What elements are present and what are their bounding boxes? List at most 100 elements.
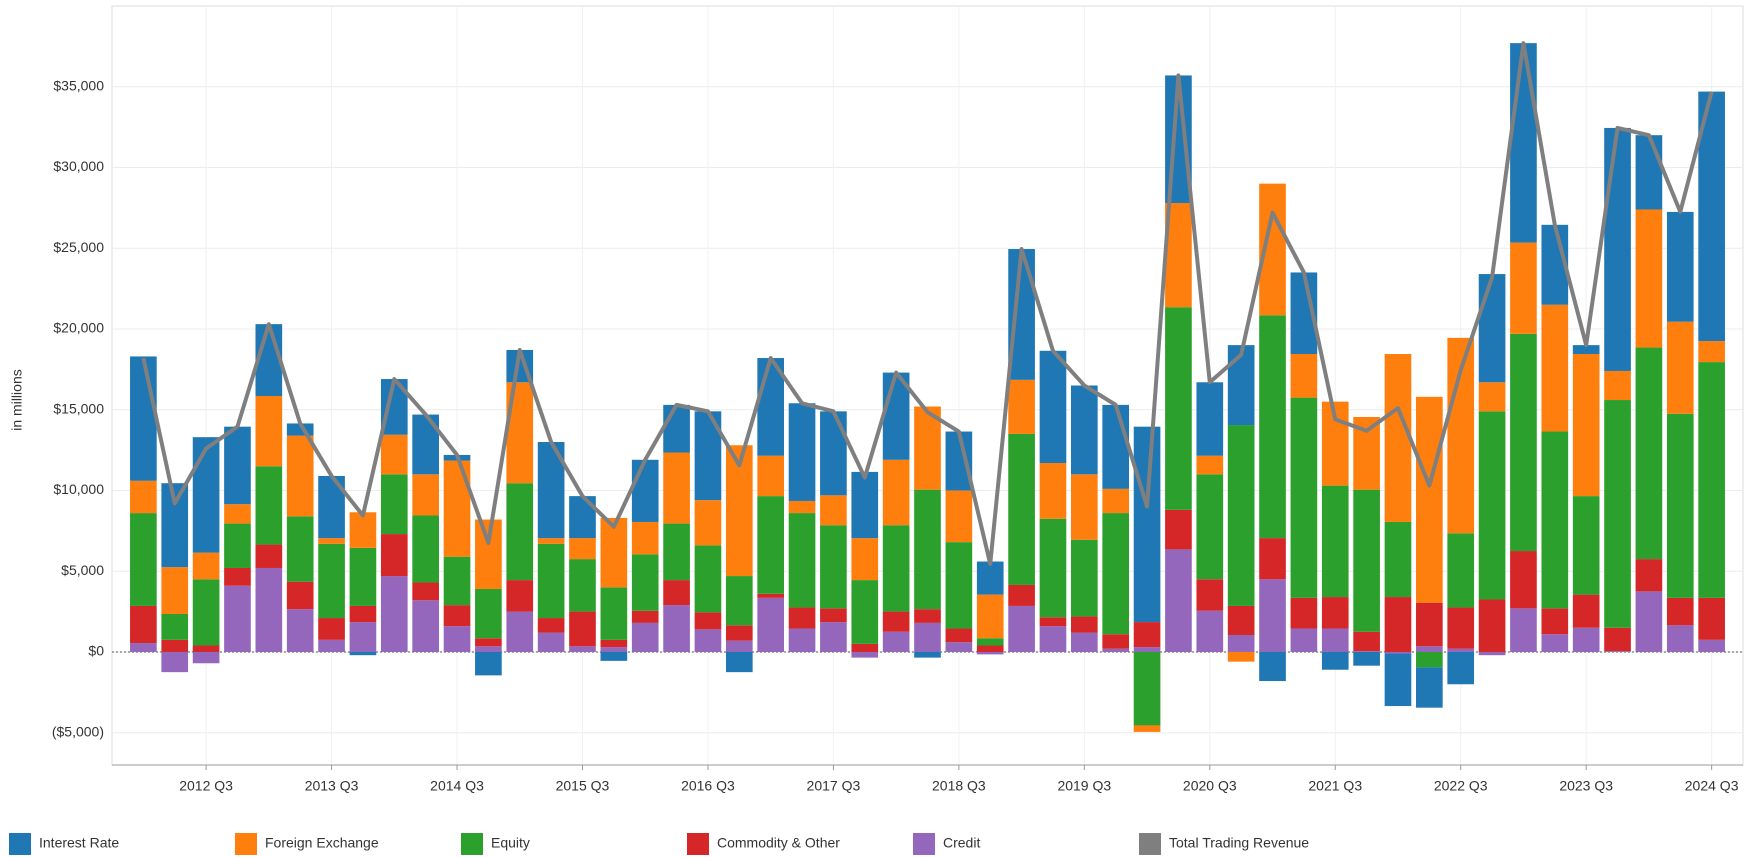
bar-segment [475,651,502,676]
bar-segment [161,651,189,673]
x-tick-label: 2024 Q3 [1685,778,1739,794]
bar-segment [882,631,910,652]
bar-segment [224,426,251,505]
bar-segment [1510,333,1537,552]
bar-segment [1227,635,1255,652]
bar-segment [318,639,345,652]
bar-segment [161,614,189,640]
bar-segment [725,576,753,626]
x-tick-label: 2018 Q3 [932,778,986,794]
bar-segment [1196,474,1224,580]
bar-segment [1102,648,1130,652]
bar-segment [945,542,973,629]
bar-segment [286,516,314,582]
bar-segment [569,646,596,652]
bar-segment [914,651,941,658]
bar-segment [255,544,283,568]
bar-segment [1604,627,1631,652]
bar-segment [820,411,847,496]
legend-label: Foreign Exchange [265,835,379,851]
bar-segment [631,622,659,652]
legend-swatch [1139,833,1161,855]
bar-segment [255,567,283,652]
bar-segment [1102,634,1130,649]
bar-segment [1259,651,1286,682]
x-tick-label: 2020 Q3 [1183,778,1237,794]
x-tick-label: 2015 Q3 [556,778,610,794]
bar-segment [1133,426,1161,623]
bar-segment [255,466,283,545]
bar-segment [130,480,157,514]
y-tick-label: $10,000 [53,481,104,497]
bar-segment [882,611,910,632]
bar-segment [286,609,314,652]
bar-segment [945,490,973,543]
y-tick-label: $35,000 [53,77,104,93]
bar-segment [1666,597,1694,626]
x-tick-label: 2012 Q3 [179,778,233,794]
bar-segment [1321,485,1349,598]
bar-segment [851,538,879,581]
x-tick-label: 2023 Q3 [1559,778,1613,794]
bar-segment [1510,43,1537,243]
bar-segment [1572,594,1600,628]
bar-segment [412,515,439,583]
bar-segment [1196,382,1224,456]
bar-segment [976,638,1004,646]
bar-segment [192,645,220,652]
bar-segment [1478,599,1506,652]
bar-segment [663,523,690,581]
bar-segment [1541,431,1569,609]
bar-segment [663,605,690,652]
bar-segment [475,638,502,647]
bar-segment [1541,634,1569,652]
bar-segment [349,622,377,652]
bar-segment [1133,647,1161,652]
bar-segment [1384,521,1412,598]
bar-segment [914,622,941,652]
y-tick-label: $25,000 [53,239,104,255]
bar-segment [475,519,502,589]
bar-segment [1635,209,1663,348]
bar-segment [945,431,973,491]
bar-segment [1102,513,1130,635]
bar-segment [725,625,753,641]
bar-segment [161,639,189,652]
bar-segment [1227,425,1255,606]
legend-label: Interest Rate [39,835,119,851]
bar-segment [1321,628,1349,652]
bar-segment [1008,605,1035,652]
bar-segment [1416,602,1443,647]
bar-segment [412,600,439,652]
bar-segment [537,538,565,544]
bar-segment [694,629,722,652]
bar-segment [1604,127,1631,371]
bar-segment [1666,625,1694,652]
bar-segment [1604,370,1631,401]
bar-segment [443,605,471,627]
x-tick-label: 2017 Q3 [807,778,861,794]
bar-segment [694,545,722,613]
x-tick-label: 2022 Q3 [1434,778,1488,794]
bar-segment [569,559,596,612]
bar-segment [851,643,879,652]
y-tick-label: $30,000 [53,158,104,174]
bar-segment [1102,404,1130,489]
bar-segment [1227,605,1255,636]
bar-segment [1604,651,1631,652]
legend-label: Total Trading Revenue [1169,835,1309,851]
bar-segment [1133,651,1161,726]
bar-segment [631,521,659,555]
bar-segment [224,523,251,568]
bar-segment [600,647,628,652]
bar-segment [475,646,502,652]
bar-segment [663,580,690,606]
bar-segment [725,640,753,652]
bar-segment [914,406,941,490]
bar-segment [788,628,816,652]
bar-segment [1666,321,1694,414]
bar-segment [757,593,785,598]
bar-segment [192,579,220,646]
legend-label: Commodity & Other [717,835,840,851]
y-tick-label: $5,000 [61,562,104,578]
